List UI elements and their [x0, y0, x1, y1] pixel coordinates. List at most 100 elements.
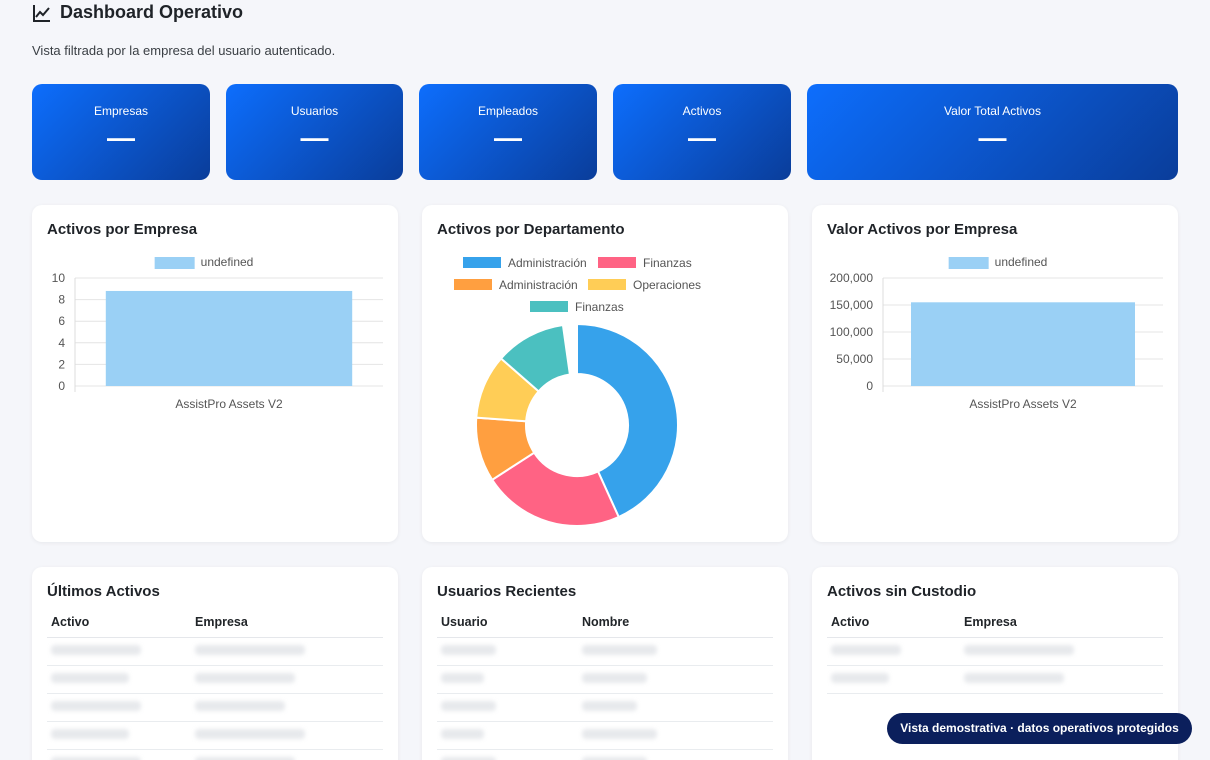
legend-swatch [154, 257, 195, 269]
legend-label: Operaciones [633, 278, 701, 292]
table-cell [191, 721, 383, 750]
legend-label: Finanzas [643, 256, 692, 270]
x-tick-label: AssistPro Assets V2 [969, 397, 1077, 411]
redacted-value [195, 645, 305, 655]
redacted-value [441, 673, 484, 683]
legend-swatch [588, 279, 626, 290]
legend-swatch [530, 301, 568, 312]
card-title: Usuarios Recientes [437, 583, 577, 600]
kpi-label: Usuarios [290, 104, 339, 118]
line-chart-icon [33, 4, 50, 22]
bar [911, 302, 1135, 386]
card-title: Activos por Departamento [437, 221, 625, 238]
redacted-value [51, 729, 129, 739]
table-row [437, 749, 773, 760]
chart-activos-empresa: undefined 0 2 4 6 8 10 AssistPro Assets V2 [52, 255, 383, 411]
table-cell [578, 693, 773, 722]
y-tick-label: 200,000 [830, 271, 874, 285]
table-cell [47, 693, 191, 722]
demo-notice-badge: Vista demostrativa · datos operativos pr… [887, 713, 1192, 744]
column-header: Usuario [437, 607, 578, 638]
y-tick-label: 0 [866, 379, 873, 393]
card-activos-departamento: Activos por Departamento Administración F… [422, 205, 788, 542]
table-cell [578, 749, 773, 760]
table-cell [191, 665, 383, 694]
table-cell [47, 749, 191, 760]
card-ultimos-activos: Últimos Activos Activo Empresa [32, 567, 398, 760]
ultimos-activos-table: Activo Empresa [47, 607, 383, 760]
table-cell [437, 721, 578, 750]
kpi-value: — [688, 122, 716, 153]
redacted-value [441, 701, 496, 711]
table-cell [960, 665, 1163, 694]
kpi-activos: Activos — [613, 84, 791, 180]
redacted-value [195, 701, 285, 711]
y-tick-label: 10 [52, 271, 66, 285]
pie-slice [490, 451, 621, 527]
table-row [47, 665, 383, 694]
redacted-value [831, 645, 901, 655]
kpi-label: Valor Total Activos [944, 104, 1041, 118]
redacted-value [51, 701, 141, 711]
table-row [47, 721, 383, 750]
table-cell [47, 721, 191, 750]
redacted-value [51, 673, 129, 683]
legend-label: Administración [508, 256, 587, 270]
kpi-valor-total: Valor Total Activos — [807, 84, 1178, 180]
table-cell [578, 721, 773, 750]
redacted-value [964, 645, 1074, 655]
chart-activos-departamento: Administración Finanzas Administración Oper… [454, 256, 701, 527]
legend-label: Finanzas [575, 300, 624, 314]
redacted-value [441, 645, 496, 655]
usuarios-recientes-table: Usuario Nombre [437, 607, 773, 760]
card-title: Valor Activos por Empresa [827, 221, 1018, 238]
table-cell [191, 637, 383, 666]
redacted-value [582, 757, 647, 760]
table-row [437, 693, 773, 722]
kpi-empresas: Empresas — [32, 84, 210, 180]
card-title: Activos sin Custodio [827, 583, 977, 600]
table-cell [578, 665, 773, 694]
redacted-value [582, 673, 647, 683]
y-tick-label: 150,000 [830, 298, 874, 312]
table-row [437, 721, 773, 750]
redacted-value [582, 645, 657, 655]
legend-swatch [598, 257, 636, 268]
column-header: Activo [827, 607, 960, 638]
card-valor-empresa: Valor Activos por Empresa undefined 0 50,0… [812, 205, 1178, 542]
table-row [827, 637, 1163, 666]
pie-slice [499, 323, 572, 393]
x-tick-label: AssistPro Assets V2 [175, 397, 283, 411]
legend-label: undefined [201, 255, 254, 269]
card-title: Últimos Activos [47, 583, 160, 600]
column-header: Empresa [191, 607, 383, 638]
kpi-label: Empleados [477, 104, 539, 118]
y-tick-label: 4 [58, 336, 65, 350]
y-tick-label: 100,000 [830, 325, 874, 339]
redacted-value [51, 757, 141, 760]
kpi-value: — [494, 122, 522, 153]
page-header: Dashboard Operativo [32, 2, 243, 23]
table-cell [47, 665, 191, 694]
kpi-usuarios: Usuarios — [226, 84, 403, 180]
y-tick-label: 2 [58, 357, 65, 371]
y-tick-label: 6 [58, 314, 65, 328]
column-header: Empresa [960, 607, 1163, 638]
table-row [47, 749, 383, 760]
legend-swatch [948, 257, 989, 269]
kpi-value: — [107, 122, 135, 153]
legend-swatch [454, 279, 492, 290]
redacted-value [831, 673, 889, 683]
column-header: Nombre [578, 607, 773, 638]
column-header: Activo [47, 607, 191, 638]
page-subtitle: Vista filtrada por la empresa del usuari… [32, 43, 336, 58]
card-activos-empresa: Activos por Empresa undefined 0 2 4 6 8 10 Assi… [32, 205, 398, 542]
redacted-value [582, 729, 657, 739]
kpi-value: — [300, 122, 329, 153]
table-cell [578, 637, 773, 666]
table-cell [437, 665, 578, 694]
card-title: Activos por Empresa [47, 221, 198, 238]
redacted-value [964, 673, 1064, 683]
redacted-value [195, 729, 305, 739]
kpi-label: Activos [682, 104, 722, 118]
